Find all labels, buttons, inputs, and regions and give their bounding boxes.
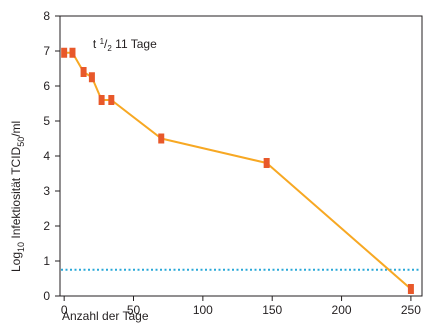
- y-tick-label: 6: [43, 79, 50, 93]
- x-axis-title: Anzahl der Tage: [62, 309, 149, 323]
- data-point-marker: [80, 67, 87, 77]
- y-tick-label: 1: [43, 254, 50, 268]
- y-tick-label: 7: [43, 44, 50, 58]
- plot-frame: [59, 15, 423, 297]
- data-point-marker: [263, 158, 270, 168]
- x-tick-label: 100: [193, 303, 213, 317]
- marker-layer: [61, 47, 414, 294]
- y-tick-label: 8: [43, 9, 50, 23]
- data-point-marker: [61, 47, 68, 58]
- x-tick-label: 200: [332, 303, 352, 317]
- half-life-annotation: t 1/2 11 Tage: [93, 37, 157, 53]
- data-point-marker: [98, 95, 105, 105]
- y-tick-label: 0: [43, 289, 50, 303]
- y-axis: 0 1 2 3 4 5 6 7 8: [43, 9, 60, 303]
- data-point-marker: [69, 47, 76, 58]
- x-axis: 0 50 100 150 200 250: [61, 296, 421, 317]
- data-point-marker: [108, 95, 115, 105]
- y-axis-title: Log10 Infektiosität TCID50/ml: [9, 121, 26, 272]
- data-point-marker: [158, 133, 165, 144]
- y-tick-label: 5: [43, 114, 50, 128]
- data-point-marker: [88, 72, 95, 83]
- x-tick-label: 250: [401, 303, 421, 317]
- x-tick-label: 150: [262, 303, 282, 317]
- series-layer: [64, 51, 412, 290]
- y-tick-label: 4: [43, 149, 50, 163]
- data-point-marker: [407, 284, 414, 294]
- x-tick-label: 50: [127, 303, 141, 317]
- x-tick-label: 0: [61, 303, 68, 317]
- series-line: [64, 51, 412, 290]
- y-tick-label: 3: [43, 184, 50, 198]
- y-tick-label: 2: [43, 219, 50, 233]
